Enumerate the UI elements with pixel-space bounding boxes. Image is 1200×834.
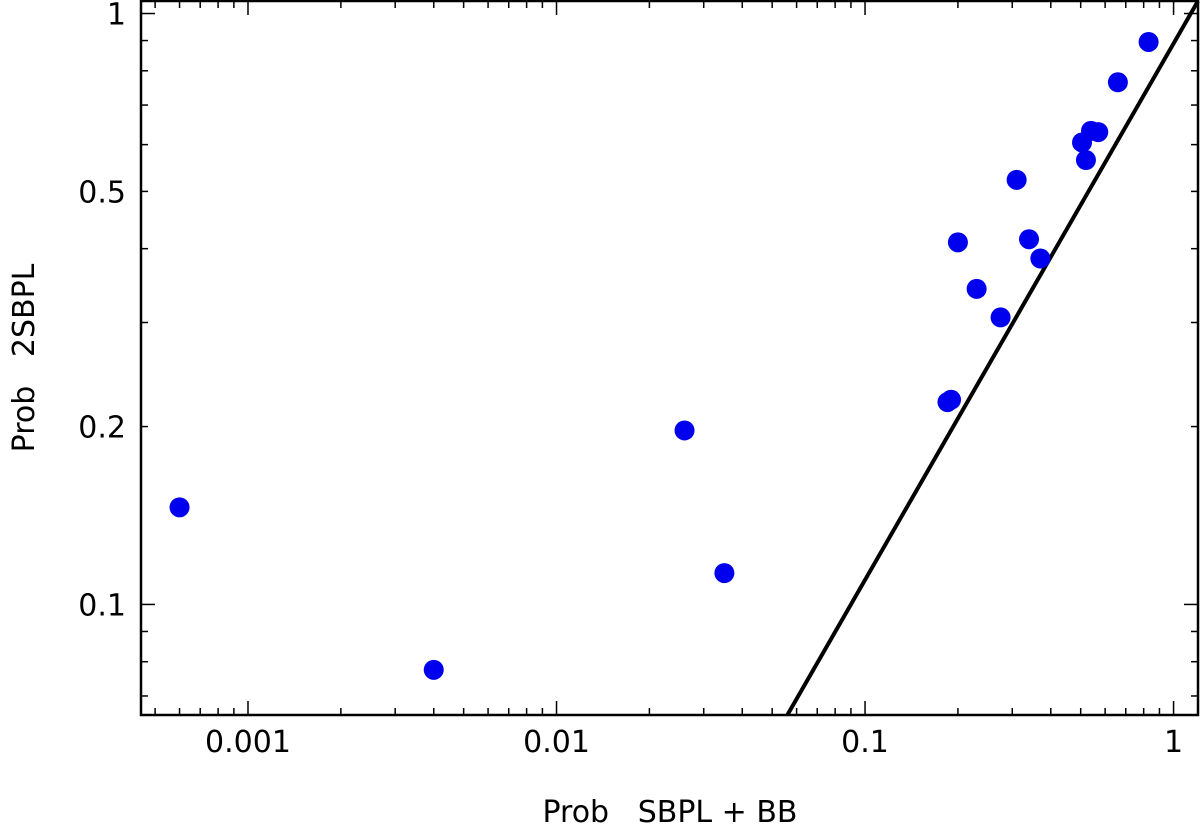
- y-axis-label: Prob 2SBPL: [7, 263, 42, 452]
- data-point: [941, 389, 962, 410]
- data-point: [674, 420, 695, 441]
- y-tick-label: 0.1: [78, 588, 126, 623]
- data-point: [1088, 122, 1109, 143]
- x-tick-label: 0.1: [841, 725, 889, 760]
- tick-labels: 0.001 0.01 0.1 1 0.1 0.2 0.5 1: [78, 0, 1183, 760]
- data-point: [966, 278, 987, 299]
- data-point: [947, 232, 968, 253]
- data-point: [1019, 229, 1040, 250]
- y-tick-label: 0.2: [78, 411, 126, 446]
- data-point: [169, 497, 190, 518]
- data-point: [1006, 169, 1027, 190]
- data-point: [990, 307, 1011, 328]
- data-point: [714, 563, 735, 584]
- data-point: [1107, 72, 1128, 93]
- fit-line-layer: [785, 0, 1200, 716]
- plot-frame: [139, 0, 1200, 717]
- data-point: [1030, 248, 1051, 269]
- data-point: [1075, 150, 1096, 171]
- y-tick-label: 0.5: [78, 175, 126, 210]
- reference-line: [785, 0, 1200, 716]
- y-tick-label: 1: [107, 0, 126, 33]
- x-axis-label: Prob SBPL + BB: [542, 795, 797, 830]
- x-tick-label: 1: [1164, 725, 1183, 760]
- data-points: [169, 31, 1159, 680]
- data-point: [1138, 31, 1159, 52]
- x-tick-label: 0.001: [205, 725, 291, 760]
- x-tick-label: 0.01: [523, 725, 590, 760]
- tick-marks: [141, 1, 1198, 715]
- data-point: [423, 659, 444, 680]
